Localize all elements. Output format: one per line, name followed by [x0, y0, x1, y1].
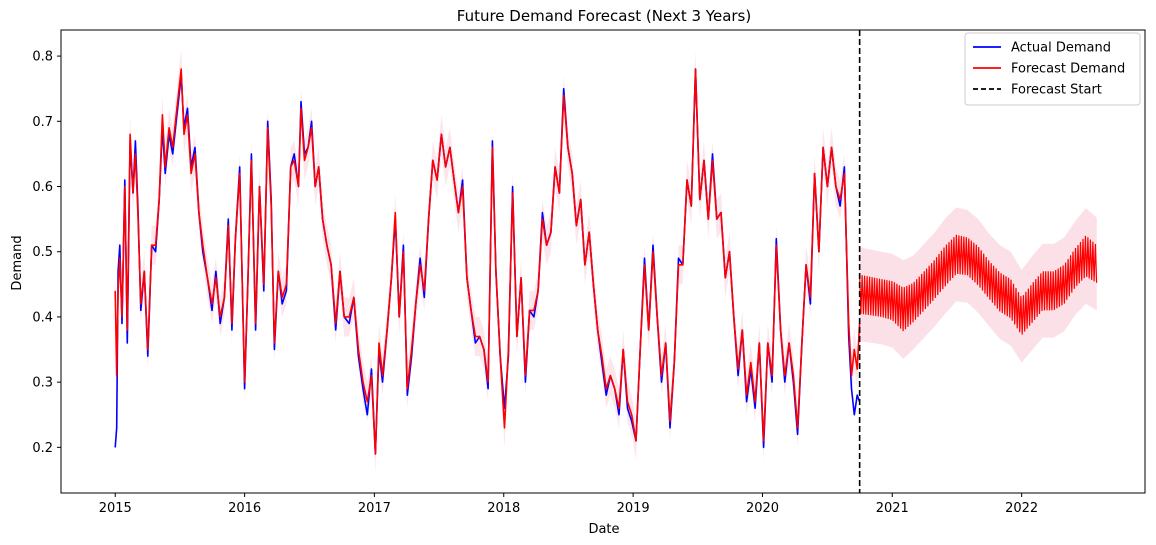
legend-entry-2: Forecast Start [1011, 83, 1102, 98]
chart-title: Future Demand Forecast (Next 3 Years) [457, 7, 751, 25]
y-tick-label-0.5: 0.5 [32, 245, 53, 260]
future-forecast-line [859, 234, 1098, 335]
x-tick-label-2022: 2022 [1005, 501, 1038, 516]
series-lines-layer [114, 30, 1098, 493]
x-tick-label-2020: 2020 [746, 501, 779, 516]
plot-frame [60, 29, 1146, 494]
y-tick-label-0.2: 0.2 [32, 441, 53, 456]
legend: Actual Demand Forecast Demand Forecast Sta… [964, 32, 1141, 106]
y-tick-label-0.4: 0.4 [32, 310, 53, 325]
x-tick-label-2015: 2015 [99, 501, 132, 516]
future-uncertainty-band [859, 207, 1097, 363]
x-tick-label-2017: 2017 [358, 501, 391, 516]
y-tick-label-0.8: 0.8 [32, 50, 53, 65]
legend-entry-1: Forecast Demand [1011, 62, 1125, 77]
y-axis-label: Demand [10, 235, 25, 290]
x-axis-label: Date [588, 522, 619, 537]
x-tick-label-2021: 2021 [876, 501, 909, 516]
legend-box [964, 32, 1141, 106]
x-tick-label-2018: 2018 [487, 501, 520, 516]
x-tick-label-2016: 2016 [228, 501, 261, 516]
legend-entry-0: Actual Demand [1011, 41, 1111, 56]
x-tick-label-2019: 2019 [617, 501, 650, 516]
axes-layer: 2015 2016 2017 2018 2019 2020 2021 2022 0.2 0.3 0.… [32, 29, 1146, 516]
forecast-demand-line [114, 68, 861, 455]
y-tick-label-0.3: 0.3 [32, 376, 53, 391]
y-tick-label-0.6: 0.6 [32, 180, 53, 195]
y-tick-label-0.7: 0.7 [32, 115, 53, 130]
